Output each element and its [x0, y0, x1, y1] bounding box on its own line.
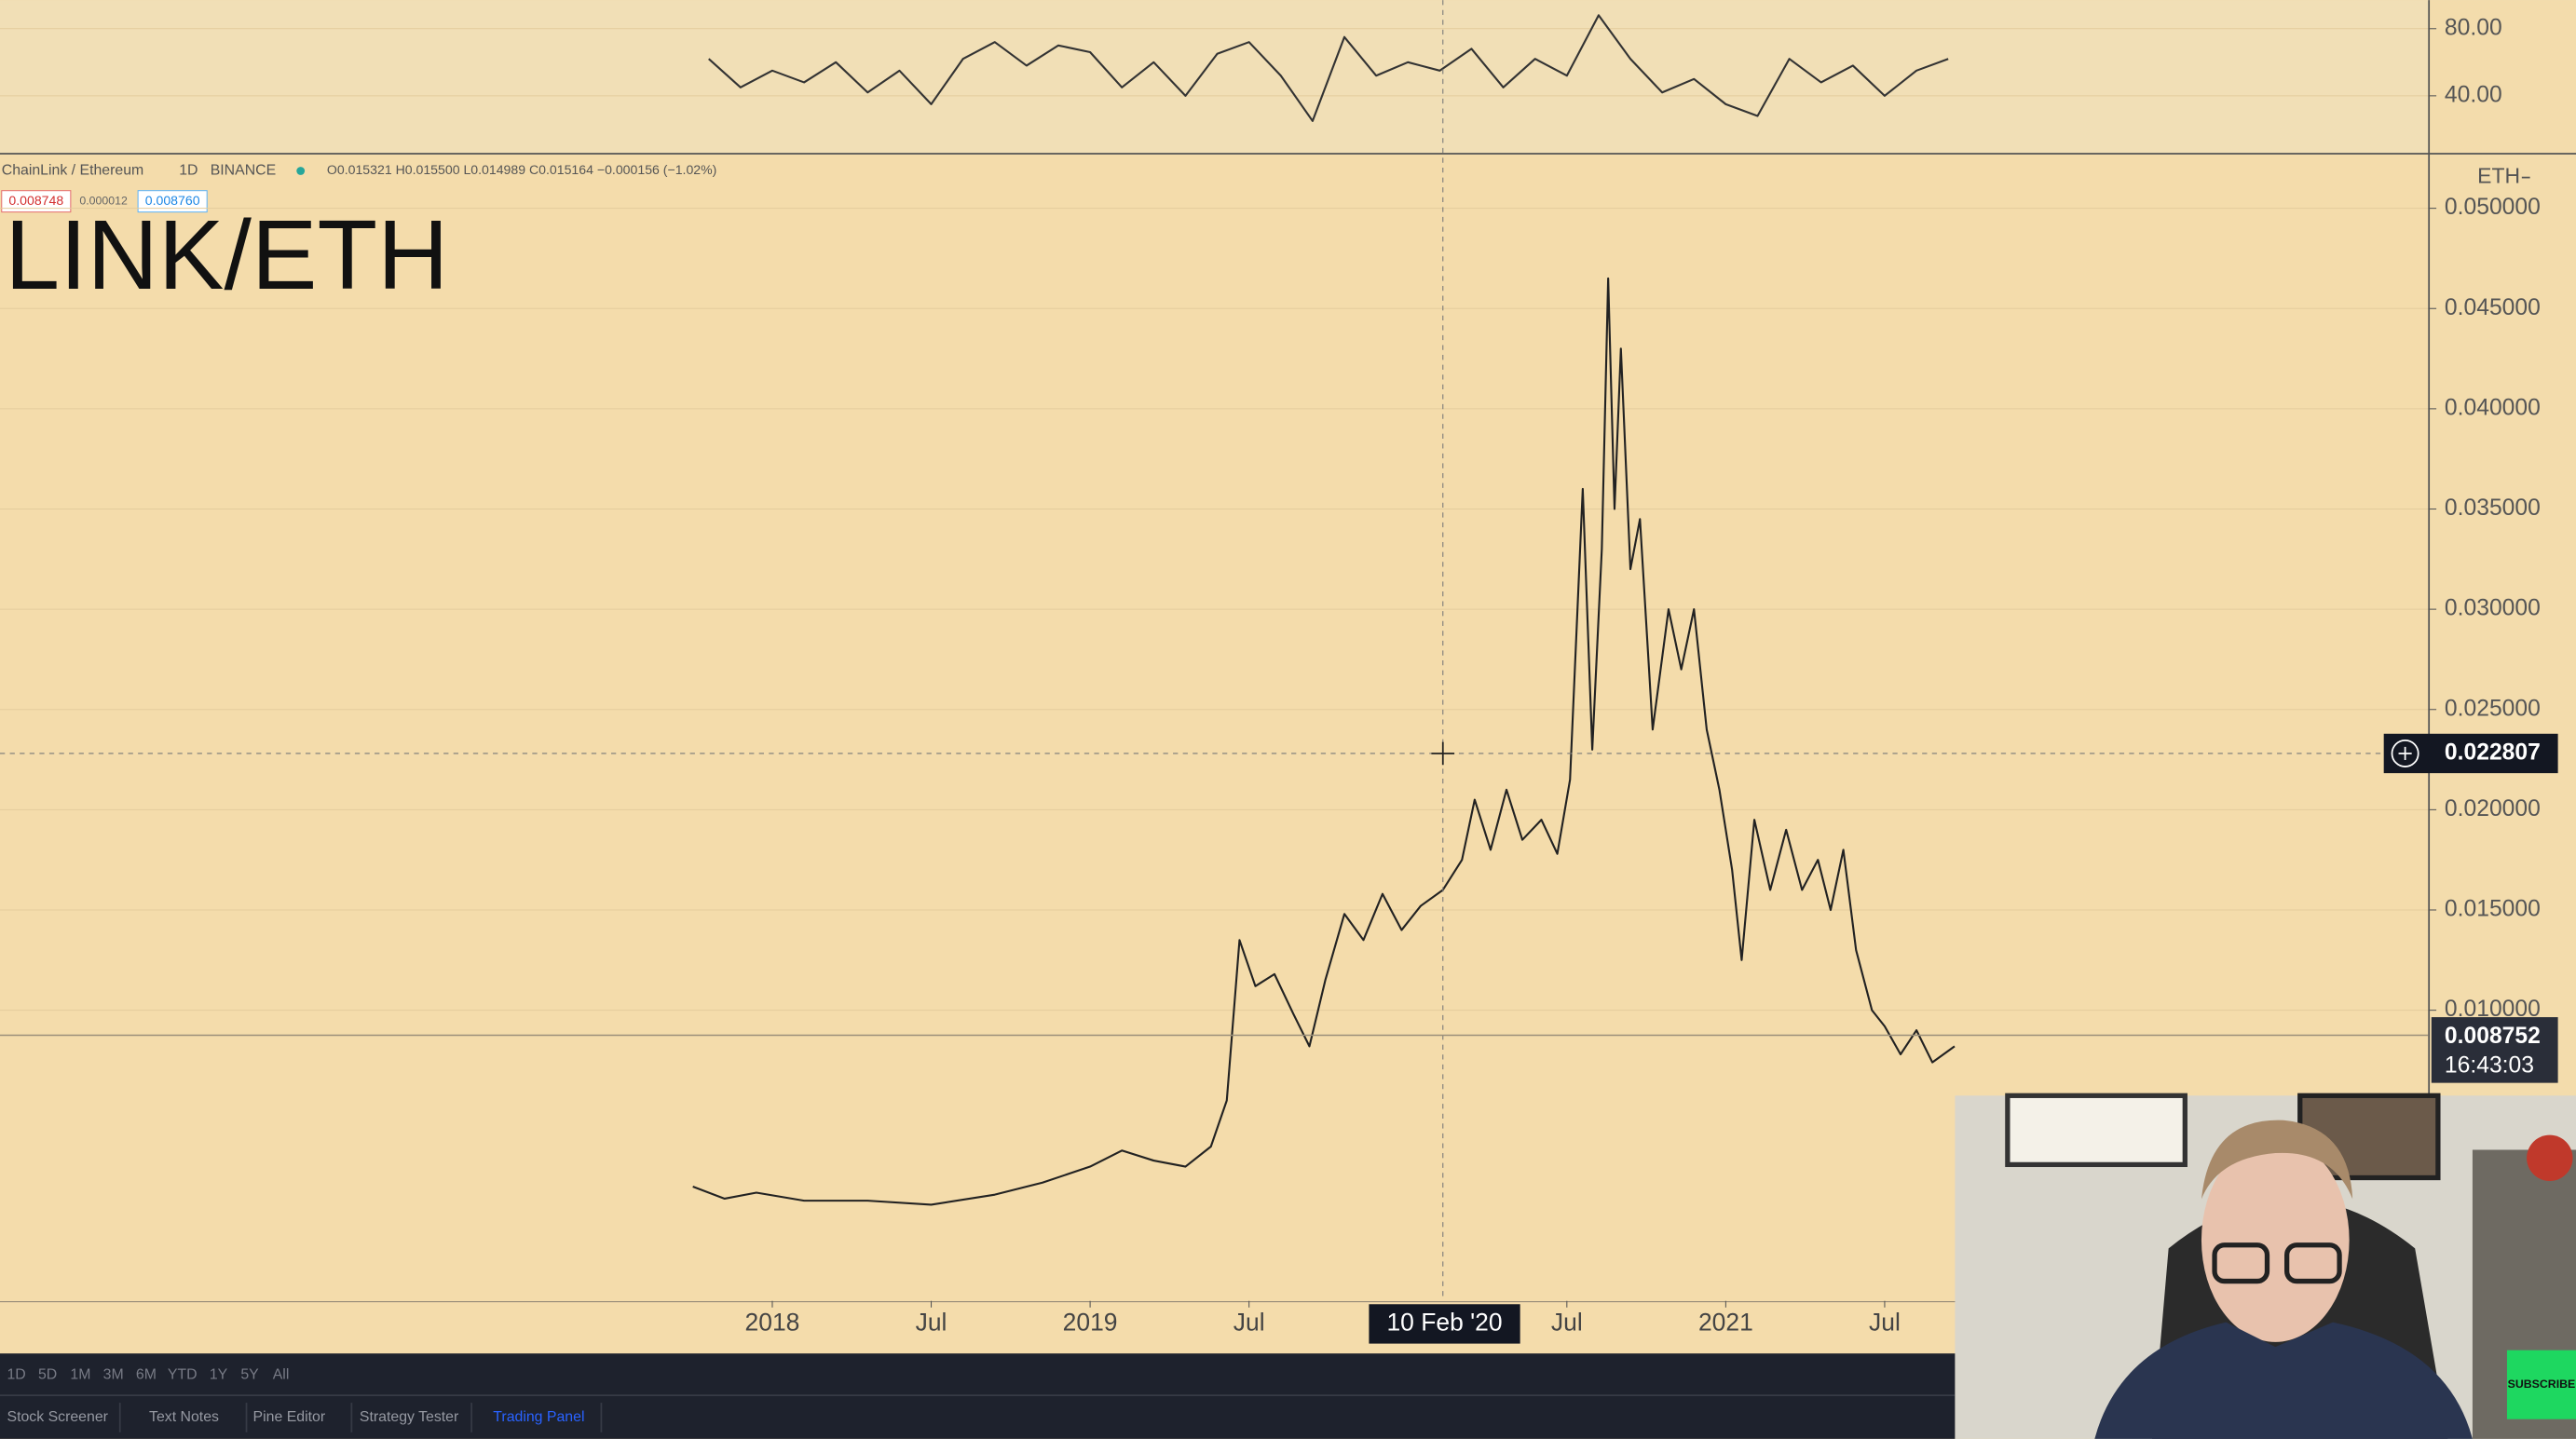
x-tick-label: Jul	[1869, 1308, 1901, 1336]
subscribe-label[interactable]: SUBSCRIBE	[2508, 1378, 2576, 1391]
ohlc: O0.015321 H0.015500 L0.014989 C0.015164 …	[327, 162, 716, 177]
y-tick-label: 40.00	[2445, 82, 2502, 107]
panel-tab[interactable]: Stock Screener	[7, 1409, 109, 1425]
crosshair-date-box	[1369, 1304, 1520, 1344]
y-tick-label: 0.045000	[2445, 295, 2541, 320]
face	[2201, 1138, 2350, 1342]
countdown: 16:43:03	[2445, 1053, 2534, 1079]
y-tick-label: 0.020000	[2445, 796, 2541, 821]
range-button[interactable]: 3M	[103, 1366, 124, 1382]
panel-tab[interactable]: Strategy Tester	[360, 1409, 459, 1425]
shirt	[2094, 1322, 2473, 1439]
crosshair-cursor	[1431, 741, 1455, 766]
range-button[interactable]: All	[273, 1366, 290, 1382]
wall-picture	[2005, 1093, 2188, 1168]
y-tick-label: 0.015000	[2445, 897, 2541, 922]
price-line	[708, 14, 1949, 122]
x-tick-label: Jul	[1233, 1308, 1265, 1336]
crosshair-price: 0.022807	[2445, 740, 2541, 765]
helmet	[2527, 1134, 2573, 1182]
exchange: BINANCE	[211, 163, 277, 179]
rsi-pane	[0, 0, 2576, 154]
x-tick-label: 2018	[745, 1308, 800, 1336]
glasses	[2212, 1242, 2270, 1284]
y-tick-label: 0.040000	[2445, 395, 2541, 420]
range-button[interactable]: 1M	[70, 1366, 90, 1382]
crosshair-price-box	[2383, 733, 2558, 774]
y-tick-label: 0.035000	[2445, 496, 2541, 521]
y-tick-label: 80.00	[2445, 15, 2502, 40]
last-price: 0.008752	[2445, 1024, 2541, 1049]
x-tick-label: Jul	[916, 1308, 947, 1336]
glasses	[2283, 1242, 2342, 1284]
x-tick-label: Jul	[1551, 1308, 1583, 1336]
last-price-box	[2431, 1017, 2558, 1083]
price-line	[692, 277, 1956, 1206]
y-tick-label: 0.025000	[2445, 696, 2541, 721]
crosshair-date: 10 Feb '20	[1386, 1308, 1502, 1336]
range-button[interactable]: YTD	[168, 1366, 198, 1382]
add-alert-icon[interactable]	[2391, 739, 2419, 767]
interval: 1D	[179, 163, 198, 179]
range-button[interactable]: 5D	[38, 1366, 57, 1382]
symbol: ChainLink / Ethereum	[2, 163, 144, 179]
hair	[2201, 1120, 2353, 1200]
panel-tab[interactable]: Pine Editor	[253, 1409, 326, 1425]
x-tick-label: 2021	[1698, 1308, 1753, 1336]
range-button[interactable]: 1Y	[210, 1366, 228, 1382]
buy-price[interactable]: 0.008760	[145, 193, 200, 208]
webcam: SUBSCRIBE	[1955, 1093, 2576, 1439]
chart-title: LINK/ETH	[5, 200, 448, 310]
sell-price[interactable]: 0.008748	[8, 193, 63, 208]
status-dot	[296, 167, 306, 175]
spread: 0.000012	[79, 194, 128, 207]
range-button[interactable]: 5Y	[240, 1366, 259, 1382]
panel-tab[interactable]: Text Notes	[149, 1409, 219, 1425]
x-tick-label: 2019	[1063, 1308, 1118, 1336]
y-tick-label: 0.050000	[2445, 195, 2541, 220]
currency: ETH	[2477, 164, 2520, 188]
add-alert-plus[interactable]	[2398, 746, 2412, 761]
buy-box[interactable]	[137, 190, 208, 213]
y-tick-label: 0.030000	[2445, 596, 2541, 621]
range-button[interactable]: 1D	[7, 1366, 25, 1382]
subscribe-button[interactable]	[2506, 1350, 2576, 1419]
range-button[interactable]: 6M	[136, 1366, 157, 1382]
sell-box[interactable]	[1, 190, 72, 213]
panel-tab[interactable]: Trading Panel	[493, 1409, 584, 1425]
